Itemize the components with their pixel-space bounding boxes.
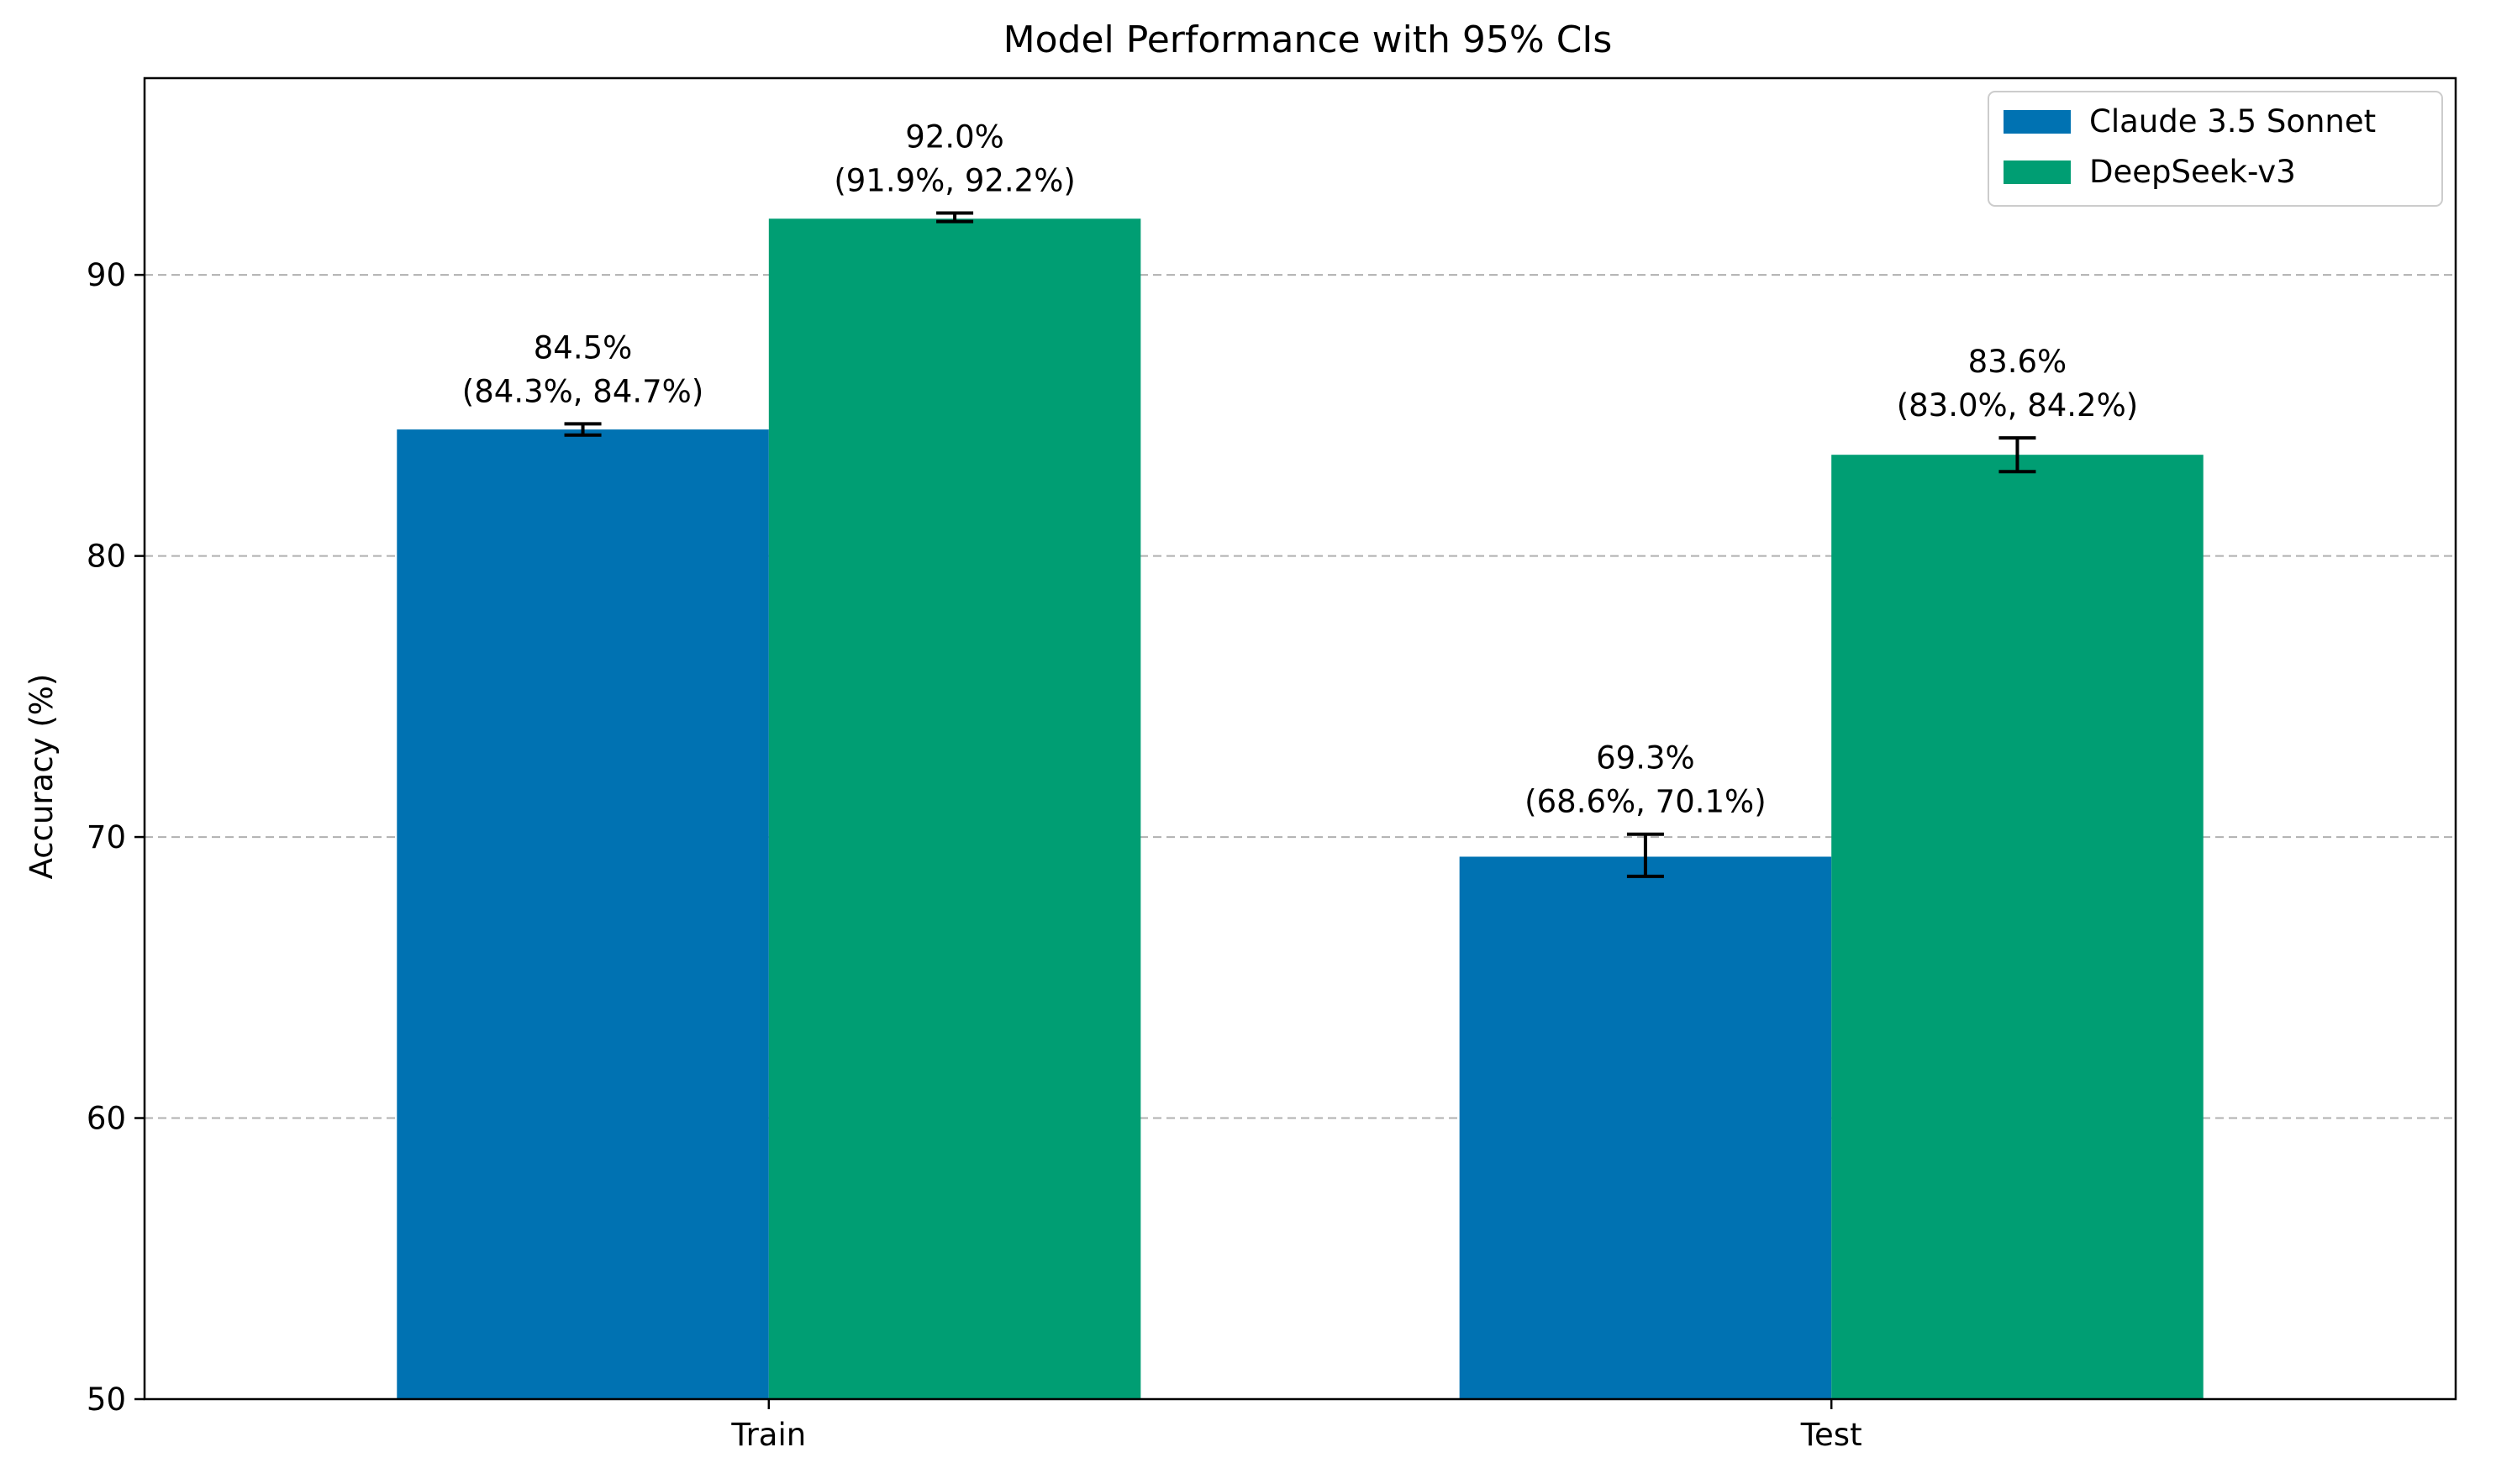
bar-value-label: 92.0% (91.9%, 92.2%) — [834, 119, 1075, 199]
legend-label: Claude 3.5 Sonnet — [2089, 103, 2376, 139]
x-tick-label: Train — [730, 1417, 806, 1453]
y-axis-label: Accuracy (%) — [24, 674, 60, 880]
y-tick-label: 70 — [87, 819, 126, 855]
chart-title: Model Performance with 95% CIs — [1003, 18, 1613, 61]
bar — [397, 429, 769, 1400]
bars — [397, 218, 2204, 1400]
axes: 50 60 70 80 90 Train Test — [87, 76, 2457, 1453]
y-tick-label: 90 — [87, 257, 126, 293]
plot-frame — [143, 76, 2457, 1401]
legend-swatch — [2004, 161, 2071, 184]
bar-value-label: 69.3% (68.6%, 70.1%) — [1524, 740, 1766, 820]
y-tick-label: 50 — [87, 1381, 126, 1418]
x-tick-label: Test — [1800, 1417, 1862, 1453]
legend-label: DeepSeek-v3 — [2089, 154, 2296, 190]
y-tick-label: 80 — [87, 539, 126, 575]
y-tick-label: 60 — [87, 1101, 126, 1137]
bar-labels: 84.5% (84.3%, 84.7%) 69.3% (68.6%, 70.1%) 92… — [462, 119, 2138, 820]
bar — [768, 218, 1141, 1400]
legend-swatch — [2004, 110, 2071, 134]
legend-box — [1988, 91, 2443, 207]
bar — [1459, 856, 1832, 1399]
bar — [1831, 455, 2204, 1399]
error-bars — [564, 211, 2036, 878]
bar-value-label: 84.5% (84.3%, 84.7%) — [462, 329, 703, 409]
legend: Claude 3.5 Sonnet DeepSeek-v3 — [1988, 91, 2443, 207]
bar-value-label: 83.6% (83.0%, 84.2%) — [1897, 344, 2138, 424]
